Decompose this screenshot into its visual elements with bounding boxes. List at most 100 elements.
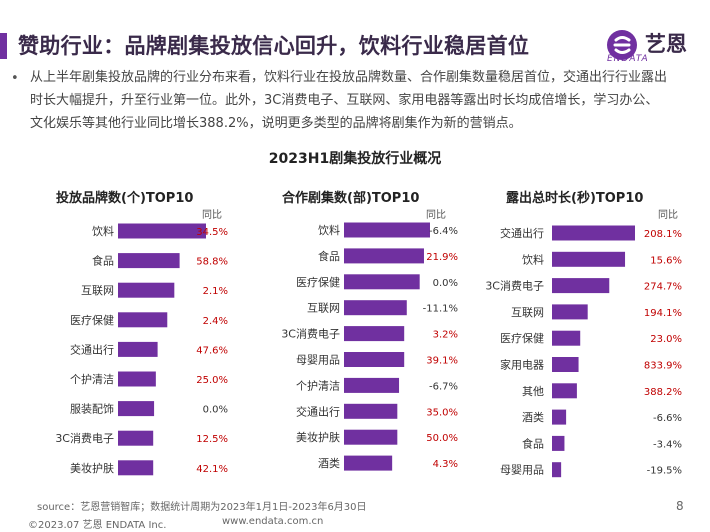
bar xyxy=(344,248,424,264)
yoy-value: 42.1% xyxy=(196,464,228,475)
bar xyxy=(552,330,581,346)
yoy-value: 2.4% xyxy=(203,316,228,327)
bar xyxy=(344,352,405,367)
bar xyxy=(118,312,168,328)
category-label: 3C消费电子 xyxy=(55,431,114,445)
category-label: 食品 xyxy=(92,254,114,268)
bar xyxy=(118,282,175,298)
page-title: 赞助行业：品牌剧集投放信心回升，饮料行业稳居首位 xyxy=(18,34,530,58)
category-label: 个护清洁 xyxy=(296,378,340,392)
category-label: 交通出行 xyxy=(296,404,340,418)
category-label: 饮料 xyxy=(318,223,340,237)
bar xyxy=(118,223,206,239)
chart-panel-drama-count: 合作剧集数(部)TOP10 同比 饮料 食品 医疗保健 互联网 3C消费电子 母婴用品 个护… xyxy=(244,172,470,482)
endata-logo-icon xyxy=(607,30,637,60)
category-label: 酒类 xyxy=(522,410,544,424)
yoy-value: 58.8% xyxy=(196,257,228,268)
chart-title: 露出总时长(秒)TOP10 xyxy=(506,191,644,206)
website-link[interactable]: www.endata.com.cn xyxy=(222,516,324,527)
bar xyxy=(344,403,398,419)
category-label: 医疗保健 xyxy=(70,313,114,327)
yoy-value: 39.1% xyxy=(426,356,458,367)
bar xyxy=(552,383,577,399)
yoy-value: -11.1% xyxy=(423,304,458,315)
yoy-value: 25.0% xyxy=(196,375,228,386)
bar xyxy=(118,253,180,269)
yoy-value: -3.4% xyxy=(653,439,682,450)
bar xyxy=(344,222,430,238)
bar xyxy=(344,429,398,445)
bar xyxy=(344,455,393,471)
bar xyxy=(552,462,562,478)
yoy-value: -6.6% xyxy=(653,413,682,424)
yoy-header: 同比 xyxy=(426,210,446,221)
yoy-value: 208.1% xyxy=(644,229,682,240)
logo-text-cn: 艺恩 xyxy=(645,32,687,56)
category-label: 美妆护肤 xyxy=(70,461,114,475)
yoy-value: 2.1% xyxy=(203,286,228,297)
category-label: 家用电器 xyxy=(500,358,544,372)
yoy-header: 同比 xyxy=(658,210,678,221)
yoy-value: 194.1% xyxy=(644,308,682,319)
chart-panel-brand-count: 投放品牌数(个)TOP10 同比 饮料 食品 互联网 医疗保健 交通出行 个护清洁 服装配饰… xyxy=(18,172,240,482)
yoy-value: -6.4% xyxy=(429,226,458,237)
page-number: 8 xyxy=(676,499,684,513)
yoy-value: 833.9% xyxy=(644,361,682,372)
category-label: 互联网 xyxy=(307,302,340,315)
category-label: 交通出行 xyxy=(70,342,114,356)
yoy-value: 12.5% xyxy=(196,434,228,445)
category-label: 饮料 xyxy=(92,224,114,238)
bar xyxy=(552,278,610,294)
category-label: 饮料 xyxy=(522,252,544,266)
title-accent-bar xyxy=(0,33,7,59)
chart-title: 投放品牌数(个)TOP10 xyxy=(56,191,194,206)
bar xyxy=(344,274,420,290)
bar xyxy=(344,326,405,342)
category-label: 母婴用品 xyxy=(500,464,544,477)
chart-title: 合作剧集数(部)TOP10 xyxy=(282,191,420,206)
bar xyxy=(118,430,154,446)
bar xyxy=(552,409,567,425)
category-label: 医疗保健 xyxy=(500,331,544,345)
yoy-value: 23.0% xyxy=(650,334,682,345)
summary-paragraph: 从上半年剧集投放品牌的行业分布来看，饮料行业在投放品牌数量、合作剧集数量稳居首位… xyxy=(30,70,668,131)
yoy-value: 0.0% xyxy=(433,278,458,289)
yoy-value: 388.2% xyxy=(644,387,682,398)
yoy-value: 15.6% xyxy=(650,255,682,266)
yoy-value: 21.9% xyxy=(426,252,458,263)
yoy-value: 35.0% xyxy=(426,407,458,418)
category-label: 交通出行 xyxy=(500,226,544,240)
yoy-value: -6.7% xyxy=(429,381,458,392)
category-label: 互联网 xyxy=(511,306,544,319)
yoy-value: 4.3% xyxy=(433,459,458,470)
category-label: 食品 xyxy=(318,249,340,263)
yoy-value: 50.0% xyxy=(426,433,458,444)
yoy-value: 34.5% xyxy=(196,227,228,238)
chart-panel-exposure-duration: 露出总时长(秒)TOP10 同比 交通出行饮料 3C消费电子互联网医疗保健家用电器… xyxy=(472,172,698,482)
bar xyxy=(344,300,407,316)
category-label: 服装配饰 xyxy=(70,402,114,416)
yoy-value: 47.6% xyxy=(196,345,228,356)
category-label: 3C消费电子 xyxy=(281,327,340,341)
bar xyxy=(552,435,565,451)
copyright-text: ©2023.07 艺恩 ENDATA Inc. xyxy=(28,520,167,531)
bar xyxy=(344,377,400,393)
source-note: source：艺恩营销智库；数据统计周期为2023年1月1日-2023年6月30… xyxy=(37,502,367,513)
yoy-value: -19.5% xyxy=(647,466,682,477)
yoy-value: 3.2% xyxy=(433,330,458,341)
chart-group-title: 2023H1剧集投放行业概况 xyxy=(268,151,442,167)
bar xyxy=(552,357,579,372)
category-label: 个护清洁 xyxy=(70,372,114,386)
bar xyxy=(552,304,588,320)
yoy-header: 同比 xyxy=(202,210,222,221)
category-label: 3C消费电子 xyxy=(485,279,544,293)
category-label: 其他 xyxy=(522,385,544,398)
bar xyxy=(552,251,626,267)
yoy-value: 274.7% xyxy=(644,282,682,293)
endata-logo: 艺恩 ENDATA xyxy=(605,28,701,64)
bar xyxy=(118,401,155,417)
bullet-point-icon: • xyxy=(11,71,19,86)
